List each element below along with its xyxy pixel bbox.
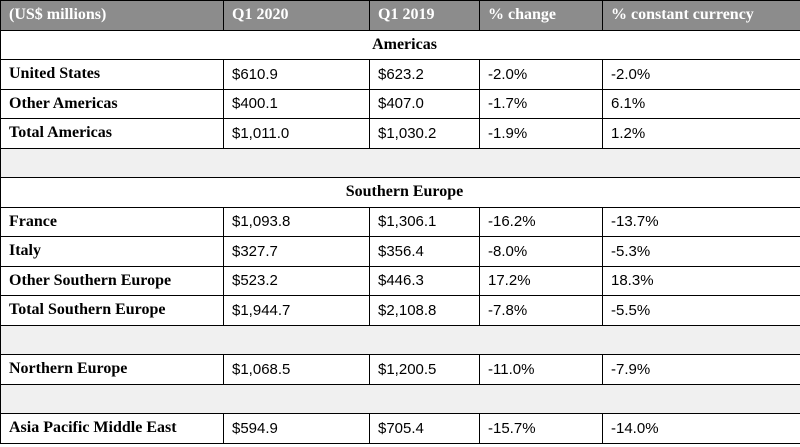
header-cell-q1-2019: Q1 2019 xyxy=(369,0,480,31)
q1-2019-cell: $1,200.5 xyxy=(369,354,480,385)
table-row: United States $610.9 $623.2 -2.0% -2.0% xyxy=(0,59,800,90)
q1-2019-cell: $356.4 xyxy=(369,236,480,267)
q1-2019-cell: $446.3 xyxy=(369,265,480,296)
table-row: Asia Pacific Middle East $594.9 $705.4 -15.… xyxy=(0,413,800,444)
q1-2019-cell: $407.0 xyxy=(369,88,480,119)
constant-currency-cell: -5.5% xyxy=(602,295,800,326)
percent-change-cell: -1.7% xyxy=(479,88,603,119)
q1-2020-cell: $1,093.8 xyxy=(223,206,370,237)
header-cell-constant-currency: % constant currency xyxy=(602,0,800,31)
q1-2019-cell: $2,108.8 xyxy=(369,295,480,326)
q1-2020-cell: $400.1 xyxy=(223,88,370,119)
q1-2020-cell: $1,944.7 xyxy=(223,295,370,326)
percent-change-cell: -7.8% xyxy=(479,295,603,326)
table-row: Other Southern Europe $523.2 $446.3 17.2% 18… xyxy=(0,265,800,296)
percent-change-cell: -15.7% xyxy=(479,413,603,444)
region-name-cell: Asia Pacific Middle East xyxy=(0,413,224,444)
q1-2019-cell: $705.4 xyxy=(369,413,480,444)
percent-change-cell: -2.0% xyxy=(479,59,603,90)
region-name-cell: United States xyxy=(0,59,224,90)
section-title: Americas xyxy=(0,29,800,60)
table-row: Northern Europe $1,068.5 $1,200.5 -11.0% -7.… xyxy=(0,354,800,385)
region-name-cell: Italy xyxy=(0,236,224,267)
q1-2019-cell: $1,306.1 xyxy=(369,206,480,237)
region-name-cell: Northern Europe xyxy=(0,354,224,385)
spacer-row xyxy=(0,383,800,414)
region-name-cell: France xyxy=(0,206,224,237)
spacer-row xyxy=(0,324,800,355)
header-row: (US$ millions) Q1 2020 Q1 2019 % change … xyxy=(0,0,800,31)
table-row: France $1,093.8 $1,306.1 -16.2% -13.7% xyxy=(0,206,800,237)
q1-2020-cell: $523.2 xyxy=(223,265,370,296)
percent-change-cell: -1.9% xyxy=(479,118,603,149)
constant-currency-cell: -5.3% xyxy=(602,236,800,267)
q1-2019-cell: $623.2 xyxy=(369,59,480,90)
section-title: Southern Europe xyxy=(0,177,800,208)
section-header-row: Southern Europe xyxy=(0,177,800,208)
header-cell-q1-2020: Q1 2020 xyxy=(223,0,370,31)
table-row: Italy $327.7 $356.4 -8.0% -5.3% xyxy=(0,236,800,267)
table-body: Americas United States $610.9 $623.2 -2.0% -2… xyxy=(0,29,800,444)
percent-change-cell: -11.0% xyxy=(479,354,603,385)
constant-currency-cell: 6.1% xyxy=(602,88,800,119)
q1-2019-cell: $1,030.2 xyxy=(369,118,480,149)
percent-change-cell: 17.2% xyxy=(479,265,603,296)
header-cell-unit: (US$ millions) xyxy=(0,0,224,31)
header-cell-percent-change: % change xyxy=(479,0,603,31)
region-name-cell: Total Americas xyxy=(0,118,224,149)
q1-2020-cell: $1,068.5 xyxy=(223,354,370,385)
constant-currency-cell: 18.3% xyxy=(602,265,800,296)
section-header-row: Americas xyxy=(0,29,800,60)
spacer-cell xyxy=(0,147,800,178)
spacer-cell xyxy=(0,383,800,414)
q1-2020-cell: $594.9 xyxy=(223,413,370,444)
region-name-cell: Other Southern Europe xyxy=(0,265,224,296)
constant-currency-cell: -14.0% xyxy=(602,413,800,444)
q1-2020-cell: $610.9 xyxy=(223,59,370,90)
constant-currency-cell: -2.0% xyxy=(602,59,800,90)
region-name-cell: Total Southern Europe xyxy=(0,295,224,326)
table-row: Total Americas $1,011.0 $1,030.2 -1.9% 1.2% xyxy=(0,118,800,149)
percent-change-cell: -8.0% xyxy=(479,236,603,267)
percent-change-cell: -16.2% xyxy=(479,206,603,237)
table-row: Total Southern Europe $1,944.7 $2,108.8 -7.… xyxy=(0,295,800,326)
region-name-cell: Other Americas xyxy=(0,88,224,119)
constant-currency-cell: -7.9% xyxy=(602,354,800,385)
constant-currency-cell: -13.7% xyxy=(602,206,800,237)
table-row: Other Americas $400.1 $407.0 -1.7% 6.1% xyxy=(0,88,800,119)
q1-2020-cell: $1,011.0 xyxy=(223,118,370,149)
q1-2020-cell: $327.7 xyxy=(223,236,370,267)
spacer-row xyxy=(0,147,800,178)
constant-currency-cell: 1.2% xyxy=(602,118,800,149)
spacer-cell xyxy=(0,324,800,355)
